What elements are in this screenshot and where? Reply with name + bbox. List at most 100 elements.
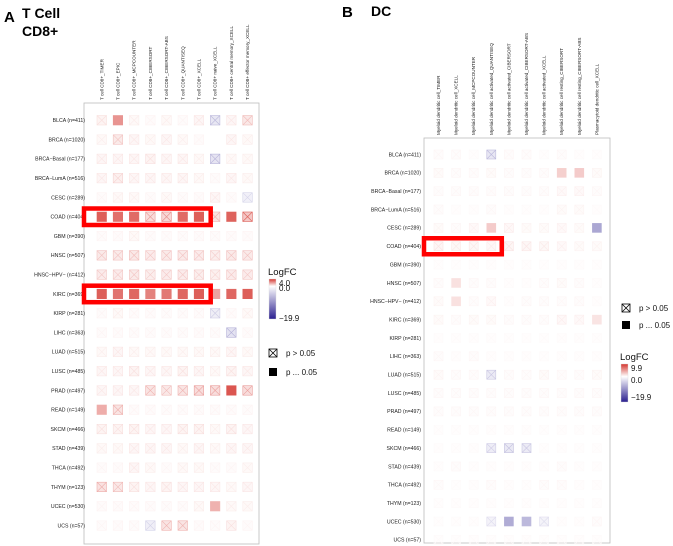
heatmap-cell-cross — [161, 308, 172, 319]
heatmap-cell — [112, 308, 123, 319]
panel-b-column-labels: Myeloid dendritic cell_TIMER Myeloid dend… — [436, 33, 599, 135]
panel-b-legend-title: LogFC — [620, 352, 649, 363]
heatmap-cell — [504, 479, 514, 490]
heatmap-cell-cross — [592, 333, 602, 343]
heatmap-cell-cross — [504, 461, 514, 472]
heatmap-cell — [521, 406, 532, 417]
heatmap-cell-cross — [539, 149, 549, 160]
heatmap-cell-cross — [242, 462, 253, 473]
heatmap-cell — [504, 278, 514, 288]
heatmap-cell — [592, 278, 602, 288]
heatmap-cell-cross — [504, 296, 514, 307]
heatmap-cell-cross — [112, 443, 123, 454]
panel-b-letter: B — [342, 4, 353, 21]
row-label: PRAD (n=497) — [51, 388, 85, 394]
heatmap-cell-cross — [556, 333, 567, 343]
heatmap-cell — [145, 346, 156, 357]
heatmap-cell-cross — [145, 134, 156, 145]
heatmap-cell — [177, 134, 188, 145]
heatmap-cell — [556, 278, 567, 288]
heatmap-cell-cross — [521, 186, 532, 196]
heatmap-cell — [592, 369, 602, 380]
heatmap-cell — [145, 404, 156, 415]
heatmap-cell-cross — [539, 333, 549, 343]
heatmap-cell-cross — [592, 516, 602, 527]
heatmap-cell-cross — [226, 366, 237, 377]
heatmap-cell-cross — [129, 134, 140, 145]
panel-b: B DC Myeloid dendritic cell_TIMER Myeloid… — [342, 3, 671, 545]
heatmap-cell — [161, 481, 172, 493]
heatmap-cell — [226, 153, 237, 164]
heatmap-cell-cross — [145, 231, 156, 242]
panel-a-legend-max: 4.0 — [279, 279, 291, 288]
heatmap-cell — [592, 149, 602, 160]
heatmap-cell — [145, 443, 156, 454]
row-label: UCEC (n=530) — [51, 504, 85, 510]
heatmap-cell — [504, 241, 514, 252]
heatmap-cell — [242, 385, 253, 396]
column-label: T cell CD8+ naive_XCELL — [213, 46, 218, 100]
panel-a-title-line1: T Cell — [22, 5, 60, 21]
heatmap-cell-cross — [574, 480, 585, 490]
panel-a-letter: A — [4, 9, 15, 26]
heatmap-cell — [592, 424, 602, 435]
heatmap-cell — [226, 308, 237, 319]
heatmap-cell — [504, 333, 514, 343]
row-label: CESC (n=289) — [51, 195, 85, 201]
column-label: T cell CD8+_TIMER — [99, 58, 104, 100]
heatmap-cell-cross — [486, 204, 497, 215]
heatmap-cell — [592, 241, 602, 252]
heatmap-cell-cross — [242, 481, 253, 492]
heatmap-cell — [226, 501, 237, 512]
row-label: LUAD (n=515) — [52, 350, 86, 356]
heatmap-cell — [451, 241, 461, 252]
heatmap-cell — [112, 520, 123, 531]
column-label: Myeloid dendritic cell_XCELL — [454, 75, 459, 135]
heatmap-cell — [129, 308, 140, 319]
heatmap-cell-cross — [433, 480, 444, 490]
heatmap-cell-fill — [129, 211, 140, 222]
heatmap-cell — [226, 211, 237, 222]
heatmap-cell-cross — [504, 443, 514, 453]
heatmap-cell — [177, 481, 188, 493]
heatmap-cell — [592, 259, 602, 270]
heatmap-cell — [556, 314, 567, 325]
heatmap-cell — [161, 462, 172, 473]
heatmap-cell — [210, 462, 221, 473]
heatmap-cell — [556, 406, 567, 417]
heatmap-cell-cross — [96, 385, 107, 396]
heatmap-cell — [145, 115, 156, 126]
heatmap-cell-cross — [539, 388, 549, 398]
heatmap-cell — [521, 369, 532, 380]
row-label: BRCA (n=1020) — [385, 171, 422, 177]
heatmap-cell — [145, 385, 156, 396]
heatmap-cell-cross — [468, 149, 479, 160]
heatmap-cell — [468, 168, 479, 178]
row-label: STAD (n=439) — [388, 464, 421, 470]
heatmap-cell-cross — [451, 223, 461, 233]
heatmap-cell-cross — [226, 520, 237, 531]
heatmap-cell-cross — [539, 516, 549, 527]
heatmap-cell — [193, 423, 204, 435]
heatmap-cell-cross — [468, 278, 479, 288]
heatmap-cell — [96, 153, 107, 164]
heatmap-cell — [177, 462, 188, 473]
heatmap-cell-cross — [210, 443, 221, 454]
heatmap-cell-cross — [161, 404, 172, 415]
row-label: PRAD (n=497) — [387, 409, 421, 415]
heatmap-cell — [242, 423, 253, 435]
heatmap-cell — [433, 351, 444, 362]
heatmap-cell — [468, 241, 479, 252]
heatmap-cell-cross — [161, 192, 172, 203]
heatmap-cell-cross — [112, 346, 123, 357]
heatmap-cell-cross — [433, 333, 444, 343]
heatmap-cell — [504, 388, 514, 398]
heatmap-cell — [210, 520, 221, 531]
heatmap-cell-cross — [112, 366, 123, 377]
heatmap-cell-cross — [521, 443, 532, 453]
heatmap-cell — [242, 250, 253, 261]
heatmap-cell — [539, 516, 549, 527]
heatmap-cell-cross — [468, 369, 479, 380]
heatmap-cell — [486, 278, 497, 288]
row-label: COAD (n=404) — [387, 244, 422, 250]
